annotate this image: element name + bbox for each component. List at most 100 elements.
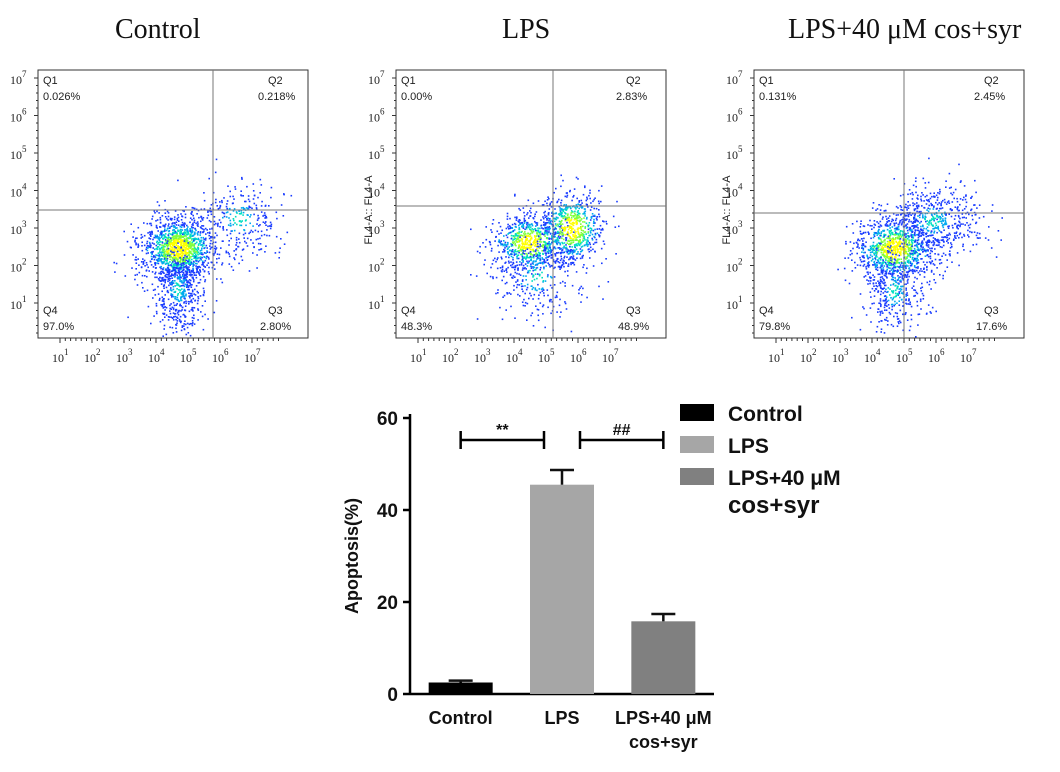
event-dot	[586, 198, 589, 200]
event-dot	[541, 245, 543, 247]
event-dot	[911, 225, 913, 227]
event-dot	[537, 235, 540, 237]
event-dot	[512, 277, 514, 279]
event-dot	[892, 251, 894, 254]
event-dot	[524, 219, 527, 222]
event-dot	[862, 256, 864, 258]
event-dot	[591, 233, 594, 236]
event-dot	[248, 270, 251, 272]
event-dot	[593, 198, 595, 201]
event-dot	[238, 212, 241, 215]
quadrant-q4-name: Q4	[401, 305, 416, 317]
event-dot	[174, 315, 177, 318]
event-dot	[151, 271, 154, 273]
event-dot	[170, 275, 172, 277]
event-dot	[561, 229, 564, 232]
event-dot	[529, 228, 531, 231]
event-dot	[185, 279, 187, 281]
event-dot	[179, 258, 182, 261]
event-dot	[166, 227, 169, 230]
event-dot	[172, 282, 175, 284]
event-dot	[514, 223, 517, 226]
event-dot	[176, 258, 178, 260]
event-dot	[526, 265, 529, 267]
event-dot	[484, 259, 486, 261]
event-dot	[516, 283, 519, 286]
event-dot	[171, 274, 174, 276]
event-dot	[167, 274, 170, 276]
event-dot	[178, 270, 180, 273]
event-dot	[227, 224, 230, 226]
event-dot	[525, 221, 528, 224]
event-dot	[910, 247, 912, 250]
event-dot	[205, 233, 207, 235]
event-dot	[863, 263, 866, 266]
event-dot	[225, 251, 228, 254]
event-dot	[559, 235, 562, 238]
event-dot	[197, 244, 200, 246]
event-dot	[904, 264, 907, 267]
event-dot	[867, 262, 870, 265]
event-dot	[211, 261, 213, 264]
event-dot	[524, 285, 526, 287]
event-dot	[529, 210, 531, 212]
event-dot	[547, 306, 549, 309]
event-dot	[908, 270, 911, 272]
event-dot	[538, 288, 541, 290]
event-dot	[882, 258, 884, 261]
event-dot	[220, 278, 222, 280]
event-dot	[598, 228, 601, 230]
event-dot	[204, 227, 207, 230]
event-dot	[201, 225, 203, 227]
event-dot	[522, 261, 524, 263]
event-dot	[214, 251, 216, 254]
event-dot	[172, 257, 175, 259]
event-dot	[558, 212, 561, 215]
event-dot	[207, 232, 209, 234]
event-dot	[558, 232, 560, 234]
event-dot	[166, 254, 169, 257]
event-dot	[188, 243, 190, 246]
event-dot	[555, 187, 557, 190]
event-dot	[214, 268, 216, 270]
event-dot	[550, 206, 553, 208]
event-dot	[185, 300, 187, 303]
event-dot	[164, 269, 167, 271]
event-dot	[155, 226, 158, 228]
event-dot	[580, 218, 583, 220]
event-dot	[543, 261, 546, 264]
event-dot	[537, 283, 539, 286]
event-dot	[523, 234, 526, 236]
event-dot	[561, 251, 563, 254]
event-dot	[512, 256, 514, 259]
event-dot	[504, 282, 507, 285]
event-dot	[880, 249, 882, 251]
event-dot	[550, 238, 553, 240]
event-dot	[186, 286, 188, 288]
event-dot	[179, 274, 181, 276]
event-dot	[602, 298, 604, 300]
event-dot	[542, 240, 545, 243]
quadrant-q1-name: Q1	[43, 75, 58, 87]
event-dot	[203, 261, 205, 264]
event-dot	[510, 255, 513, 258]
event-dot	[880, 271, 883, 274]
event-dot	[856, 264, 859, 266]
event-dot	[538, 253, 541, 255]
event-dot	[170, 253, 173, 256]
event-dot	[148, 231, 151, 233]
event-dot	[949, 246, 952, 249]
event-dot	[577, 178, 579, 180]
event-dot	[165, 273, 167, 276]
event-dot	[152, 289, 155, 291]
event-dot	[574, 231, 577, 234]
event-dot	[563, 245, 565, 248]
event-dot	[598, 235, 601, 238]
event-dot	[916, 219, 919, 222]
event-dot	[183, 302, 185, 304]
event-dot	[580, 246, 583, 248]
event-dot	[863, 225, 866, 228]
event-dot	[193, 219, 196, 222]
x-tick-label: 107	[244, 347, 261, 365]
event-dot	[514, 271, 517, 274]
